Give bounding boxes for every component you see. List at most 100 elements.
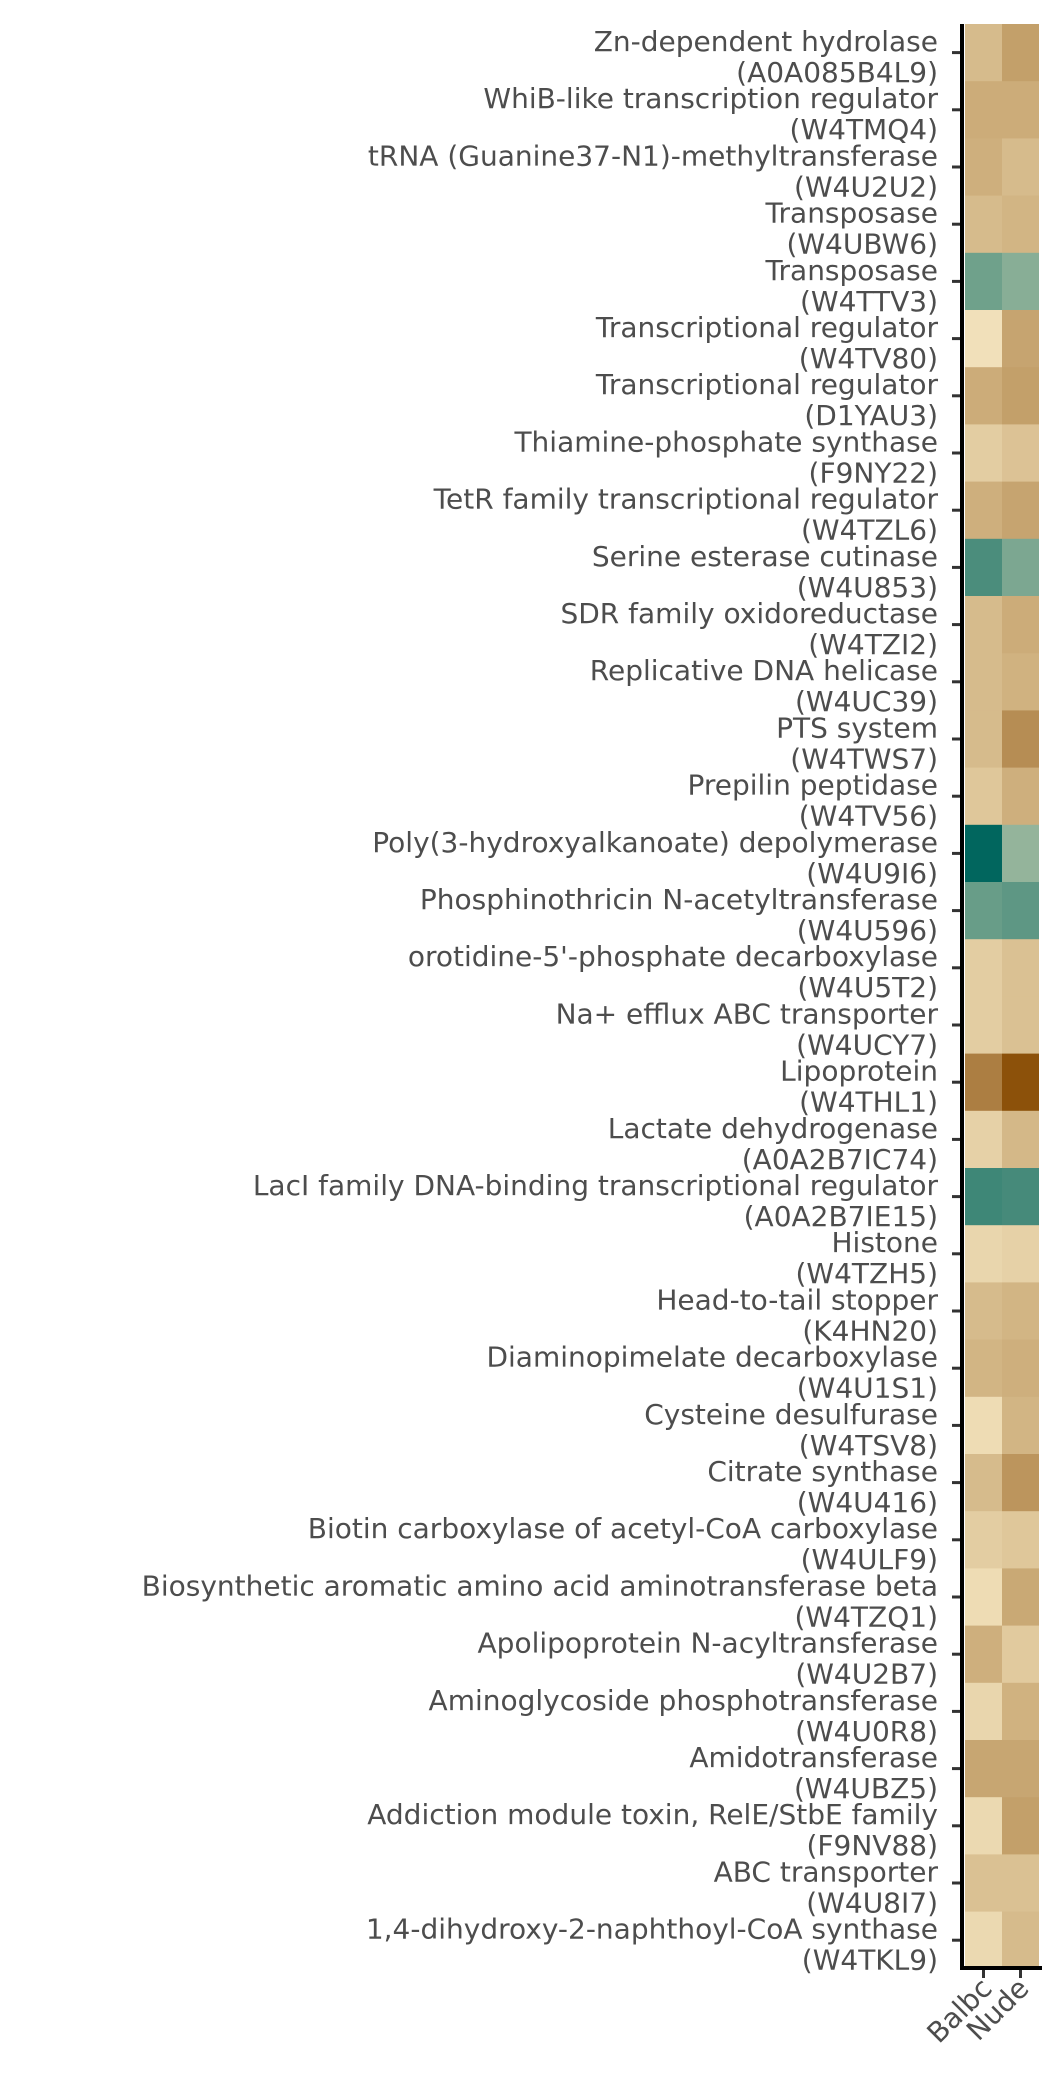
heatmap-cell	[1002, 1053, 1039, 1112]
heatmap-cell	[1002, 939, 1039, 997]
heatmap-cells	[965, 24, 1039, 1970]
heatmap-cell	[965, 24, 1002, 82]
y-tick-label-name: ABC transporter	[714, 1855, 939, 1888]
heatmap-cell	[1002, 1225, 1039, 1283]
heatmap-cell	[965, 1110, 1002, 1169]
heatmap-cell	[965, 1568, 1002, 1627]
heatmap-cell	[965, 1682, 1002, 1741]
heatmap-cell	[1002, 367, 1039, 425]
y-tick-label-name: Transposase	[765, 197, 938, 230]
y-tick-label-id: (F9NY22)	[809, 456, 938, 489]
y-tick-label-id: (A0A2B7IC74)	[742, 1143, 938, 1176]
y-tick-label-name: Na+ efflux ABC transporter	[556, 997, 939, 1030]
heatmap-cell	[1002, 1396, 1039, 1455]
heatmap-cell	[1002, 1682, 1039, 1741]
heatmap-cell	[1002, 1854, 1039, 1913]
y-tick-label-id: (W4U9I6)	[806, 857, 938, 890]
heatmap-cell	[965, 1168, 1002, 1226]
y-tick-label-name: Biotin carboxylase of acetyl-CoA carboxy…	[308, 1512, 938, 1545]
heatmap-cell	[1002, 996, 1039, 1055]
heatmap-cell	[965, 1911, 1002, 1970]
heatmap-cell	[965, 481, 1002, 540]
heatmap-cell	[1002, 882, 1039, 940]
y-tick-label-name: WhiB-like transcription regulator	[483, 82, 938, 115]
y-tick-label-name: Prepilin peptidase	[687, 769, 938, 802]
heatmap-cell	[965, 596, 1002, 654]
heatmap-cell	[1002, 310, 1039, 368]
heatmap-cell	[965, 81, 1002, 139]
heatmap-cell	[1002, 1168, 1039, 1226]
heatmap-cell	[1002, 1454, 1039, 1512]
y-tick-label-id: (F9NV88)	[807, 1829, 939, 1862]
heatmap-cell	[965, 939, 1002, 997]
y-tick-label-id: (W4U416)	[797, 1486, 938, 1519]
y-tick-label-name: Addiction module toxin, RelE/StbE family	[367, 1798, 938, 1831]
y-tick-label-id: (W4TZL6)	[801, 514, 938, 547]
heatmap-cell	[1002, 24, 1039, 82]
y-tick-label-id: (W4TWS7)	[790, 742, 938, 775]
y-tick-label-id: (W4TKL9)	[802, 1944, 938, 1977]
heatmap-cell	[1002, 81, 1039, 139]
y-tick-label-name: Thiamine-phosphate synthase	[513, 425, 938, 458]
heatmap-cell	[965, 1740, 1002, 1798]
y-tick-label-id: (K4HN20)	[802, 1314, 938, 1347]
y-tick-label-name: Head-to-tail stopper	[656, 1283, 938, 1316]
y-tick-label-name: SDR family oxidoreductase	[560, 597, 938, 630]
heatmap-cell	[965, 1282, 1002, 1341]
y-tick-label-id: (W4U8I7)	[806, 1886, 938, 1919]
y-tick-label-id: (W4UBZ5)	[794, 1772, 938, 1805]
heatmap-cell	[965, 1454, 1002, 1512]
heatmap-cell	[965, 1854, 1002, 1913]
heatmap-cell	[965, 1339, 1002, 1398]
y-tick-label-id: (A0A2B7IE15)	[744, 1200, 938, 1233]
heatmap-cell	[965, 1053, 1002, 1112]
y-tick-label-id: (W4U0R8)	[795, 1715, 938, 1748]
y-tick-label-name: Diaminopimelate decarboxylase	[486, 1341, 938, 1374]
heatmap-cell	[965, 138, 1002, 197]
heatmap-cell	[1002, 824, 1039, 883]
heatmap-cell	[1002, 424, 1039, 483]
y-tick-label-name: Replicative DNA helicase	[590, 654, 938, 687]
heatmap-cell	[965, 1225, 1002, 1283]
y-tick-label-id: (W4ULF9)	[801, 1543, 938, 1576]
y-tick-label-id: (A0A085B4L9)	[736, 56, 938, 89]
y-tick-label-name: Amidotransferase	[689, 1741, 938, 1774]
heatmap-cell	[1002, 710, 1039, 769]
heatmap-cell	[965, 367, 1002, 425]
y-tick-label-id: (W4TZI2)	[808, 628, 938, 661]
heatmap-cell	[965, 310, 1002, 368]
heatmap-cell	[965, 1625, 1002, 1684]
y-tick-label-name: Histone	[831, 1226, 938, 1259]
heatmap-cell	[965, 996, 1002, 1055]
heatmap-cell	[965, 424, 1002, 483]
y-tick-label-name: orotidine-5'-phosphate decarboxylase	[408, 940, 938, 973]
heatmap-cell	[1002, 481, 1039, 540]
y-tick-label-name: Citrate synthase	[707, 1455, 938, 1488]
y-tick-label-name: Zn-dependent hydrolase	[594, 25, 938, 58]
heatmap-cell	[965, 710, 1002, 769]
heatmap-cell	[1002, 1282, 1039, 1341]
y-tick-label-id: (W4UBW6)	[786, 228, 938, 261]
y-tick-label-id: (W4U853)	[797, 571, 938, 604]
y-tick-label-id: (W4U1S1)	[797, 1372, 938, 1405]
y-tick-label-id: (W4TZH5)	[795, 1257, 938, 1290]
y-tick-label-name: Apolipoprotein N-acyltransferase	[478, 1627, 938, 1660]
heatmap-cell	[1002, 1339, 1039, 1398]
y-tick-label-id: (W4TSV8)	[799, 1429, 938, 1462]
heatmap-cell	[1002, 538, 1039, 597]
y-tick-label-id: (W4TV80)	[799, 342, 938, 375]
y-tick-label-name: PTS system	[776, 711, 938, 744]
heatmap-cell	[1002, 653, 1039, 711]
y-tick-label-name: Transposase	[765, 254, 938, 287]
y-tick-label-id: (W4U596)	[797, 914, 938, 947]
y-tick-label-name: TetR family transcriptional regulator	[433, 483, 939, 516]
heatmap-cell	[1002, 767, 1039, 826]
y-tick-label-name: 1,4-dihydroxy-2-naphthoyl-CoA synthase	[366, 1913, 938, 1946]
heatmap-cell	[965, 1511, 1002, 1569]
heatmap-cell	[1002, 138, 1039, 197]
y-tick-label-name: Transcriptional regulator	[595, 311, 939, 344]
y-tick-label-id: (W4TTV3)	[800, 285, 938, 318]
y-tick-label-name: Lipoprotein	[780, 1055, 938, 1088]
y-tick-label-name: Transcriptional regulator	[595, 368, 939, 401]
